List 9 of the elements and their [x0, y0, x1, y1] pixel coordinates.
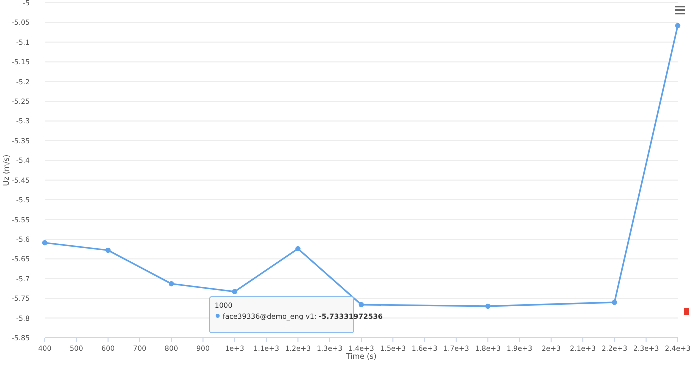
point	[232, 289, 238, 294]
point	[612, 300, 618, 306]
point	[675, 23, 681, 28]
point	[486, 304, 491, 310]
point	[358, 302, 364, 308]
point	[106, 248, 111, 254]
point	[169, 281, 174, 287]
point	[42, 240, 48, 246]
point	[296, 246, 301, 252]
